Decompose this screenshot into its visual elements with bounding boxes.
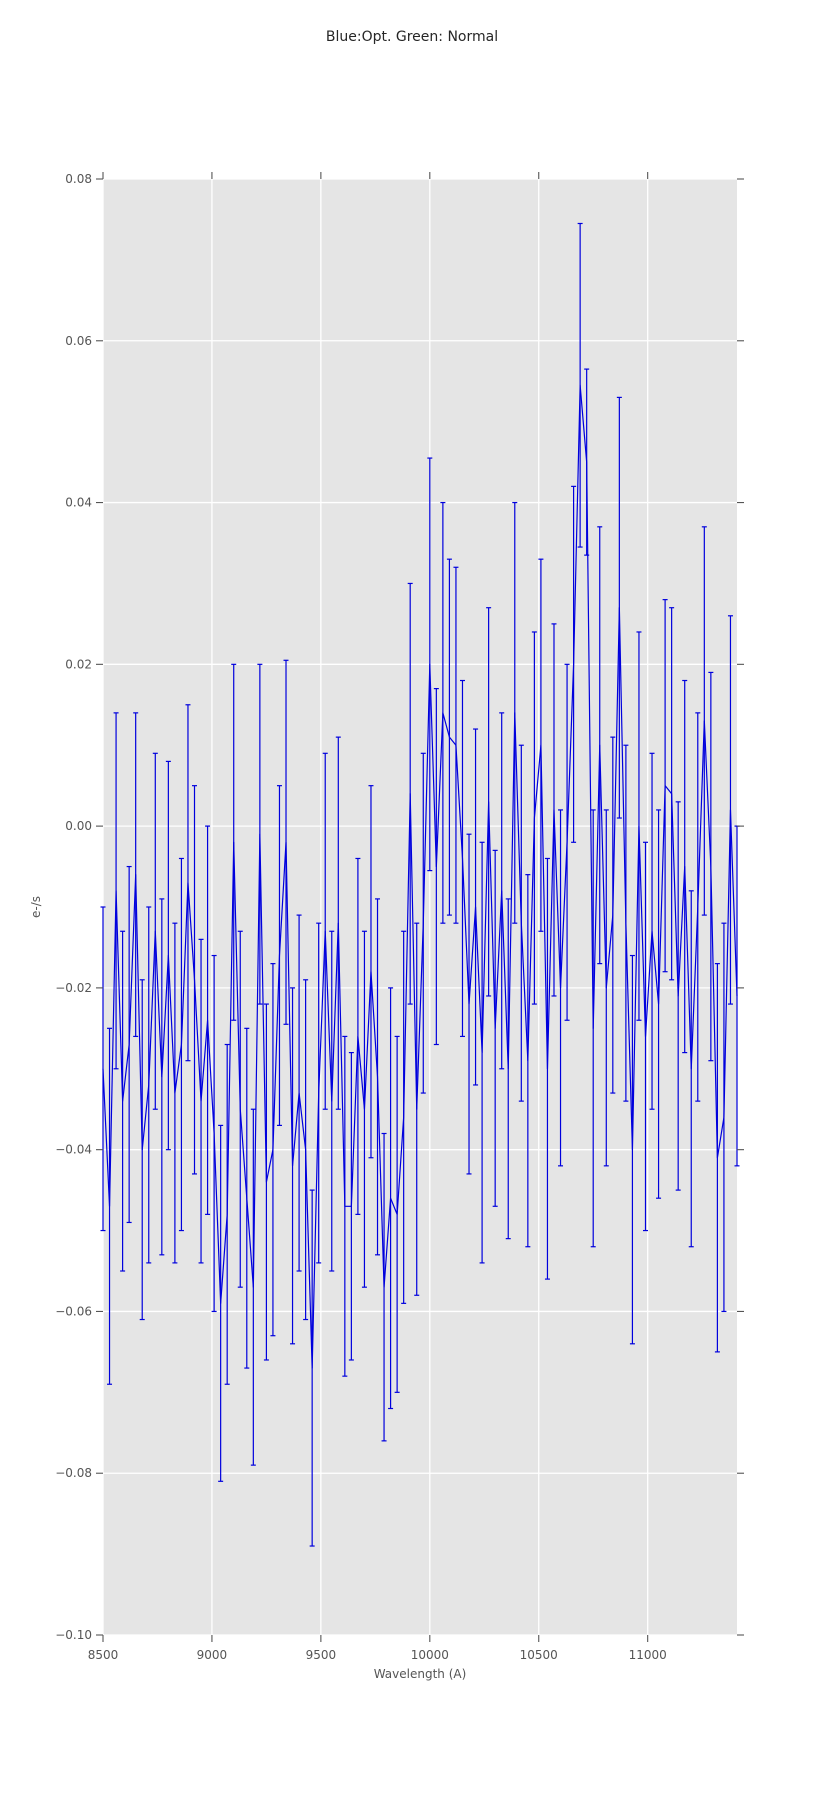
x-tick-label: 10000 (411, 1648, 449, 1662)
x-tick-label: 8500 (88, 1648, 119, 1662)
y-tick-label: −0.10 (55, 1628, 92, 1642)
chart-title: Blue:Opt. Green: Normal (326, 29, 498, 45)
y-tick-labels: 0.08 0.06 0.04 0.02 0.00 −0.02 −0.04 −0.06 −0.08… (55, 172, 92, 1642)
x-tick-label: 10500 (520, 1648, 558, 1662)
y-tick-label: 0.00 (65, 819, 92, 833)
y-tick-label: −0.04 (55, 1143, 92, 1157)
y-axis-label: e-/s (29, 896, 43, 918)
x-tick-label: 11000 (629, 1648, 667, 1662)
axis-ticks (96, 172, 744, 1642)
y-tick-label: 0.06 (65, 334, 92, 348)
x-tick-labels: 8500 9000 9500 10000 10500 11000 (88, 1648, 667, 1662)
y-tick-label: 0.08 (65, 172, 92, 186)
y-tick-label: 0.02 (65, 657, 92, 671)
y-tick-label: −0.02 (55, 981, 92, 995)
gridlines (102, 178, 737, 1636)
x-tick-label: 9500 (306, 1648, 337, 1662)
data-line (102, 384, 738, 1369)
y-tick-label: −0.06 (55, 1304, 92, 1318)
x-tick-label: 9000 (197, 1648, 228, 1662)
y-tick-label: −0.08 (55, 1466, 92, 1480)
plot-area (103, 179, 737, 1635)
x-axis-label: Wavelength (A) (374, 1667, 467, 1681)
y-tick-label: 0.04 (65, 496, 92, 510)
